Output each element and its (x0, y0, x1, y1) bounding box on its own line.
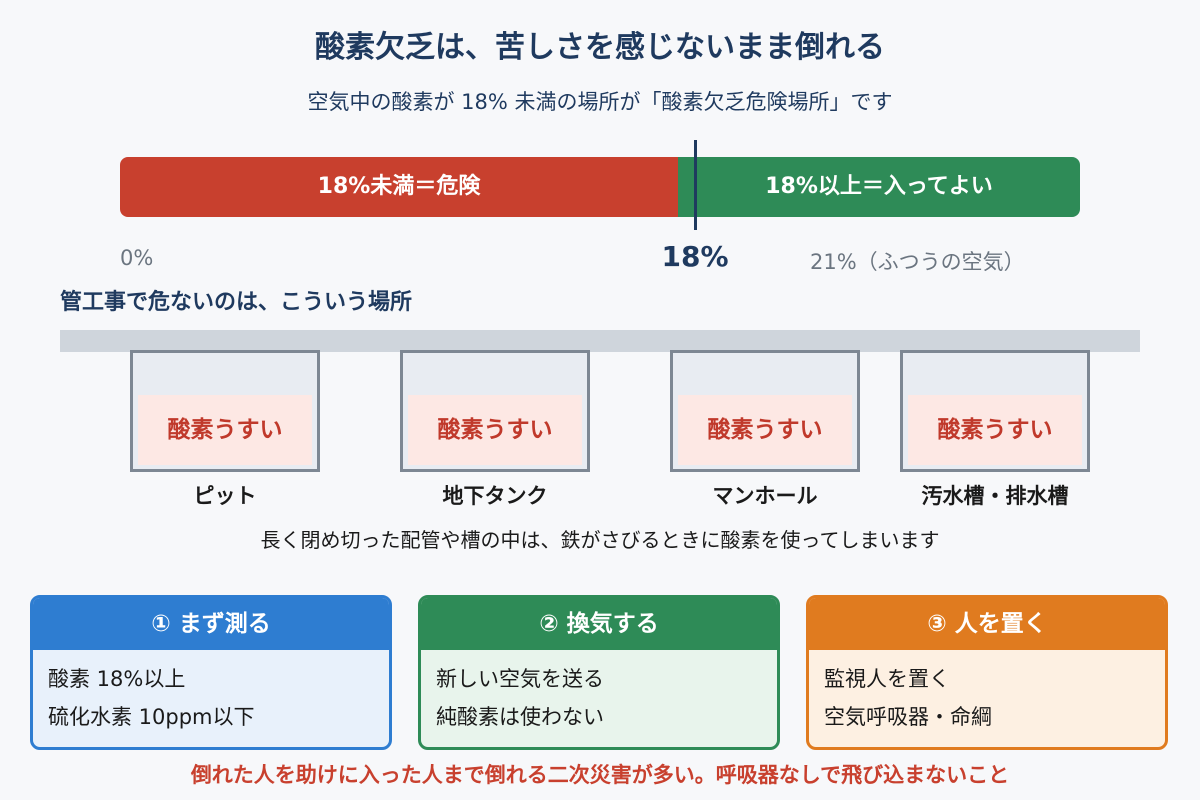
place-label: ピット (193, 484, 257, 508)
warning: 倒れた人を助けに入った人まで倒れる二次災害が多い。呼吸器なしで飛び込まないこと (190, 763, 1010, 787)
step-card: ② 換気する 新しい空気を送る 純酸素は使わない (418, 595, 780, 750)
scale-bar: 18%未満＝危険 18%以上＝入ってよい (120, 157, 1080, 217)
step-line: 硫化水素 10ppm以下 (48, 705, 255, 729)
tank-inner: 酸素うすい (678, 395, 852, 465)
tank: 酸素うすい (400, 350, 590, 472)
step-card: ③ 人を置く監視人を置く空気呼吸器・命綱 (806, 595, 1168, 750)
step-title: ② 換気する (421, 598, 777, 650)
threshold-label: 18% (661, 240, 729, 273)
danger-zone: 18%未満＝危険 (120, 157, 678, 217)
ground (60, 330, 1140, 352)
low-label: 0% (120, 246, 154, 270)
step-body: 新しい空気を送る 純酸素は使わない (421, 650, 777, 736)
tank: 酸素うすい (130, 350, 320, 472)
title: 酸素欠乏は、苦しさを感じないまま倒れる (315, 30, 885, 65)
threshold-line (694, 140, 697, 230)
step-title: ③ 人を置く (809, 598, 1165, 650)
step-title: ① まず測る (33, 598, 389, 650)
safe-zone: 18%以上＝入ってよい (678, 157, 1080, 217)
place-label: 地下タンク (442, 484, 548, 508)
step-card: ① まず測る酸素 18%以上硫化水素 10ppm以下 (30, 595, 392, 750)
step-line: 監視人を置く (824, 667, 950, 691)
subtitle: 空気中の酸素が 18% 未満の場所が「酸素欠乏危険場所」です (307, 90, 893, 114)
step-line: 新しい空気を送る (436, 667, 604, 691)
step-body: 監視人を置く空気呼吸器・命綱 (809, 650, 1165, 736)
step-line: 酸素 18%以上 (48, 667, 186, 691)
places-note: 長く閉め切った配管や槽の中は、鉄がさびるときに酸素を使ってしまいます (260, 528, 940, 552)
tank: 酸素うすい (670, 350, 860, 472)
step-line: 純酸素は使わない (436, 705, 604, 729)
step-line: 空気呼吸器・命綱 (824, 705, 992, 729)
place-label: 汚水槽・排水槽 (921, 484, 1069, 508)
places-heading: 管工事で危ないのは、こういう場所 (60, 290, 413, 315)
tank: 酸素うすい (900, 350, 1090, 472)
tank-inner: 酸素うすい (908, 395, 1082, 465)
step-body: 酸素 18%以上硫化水素 10ppm以下 (33, 650, 389, 736)
tank-inner: 酸素うすい (408, 395, 582, 465)
tank-inner: 酸素うすい (138, 395, 312, 465)
place-label: マンホール (712, 484, 818, 508)
high-label: 21%（ふつうの空気） (810, 250, 1025, 274)
